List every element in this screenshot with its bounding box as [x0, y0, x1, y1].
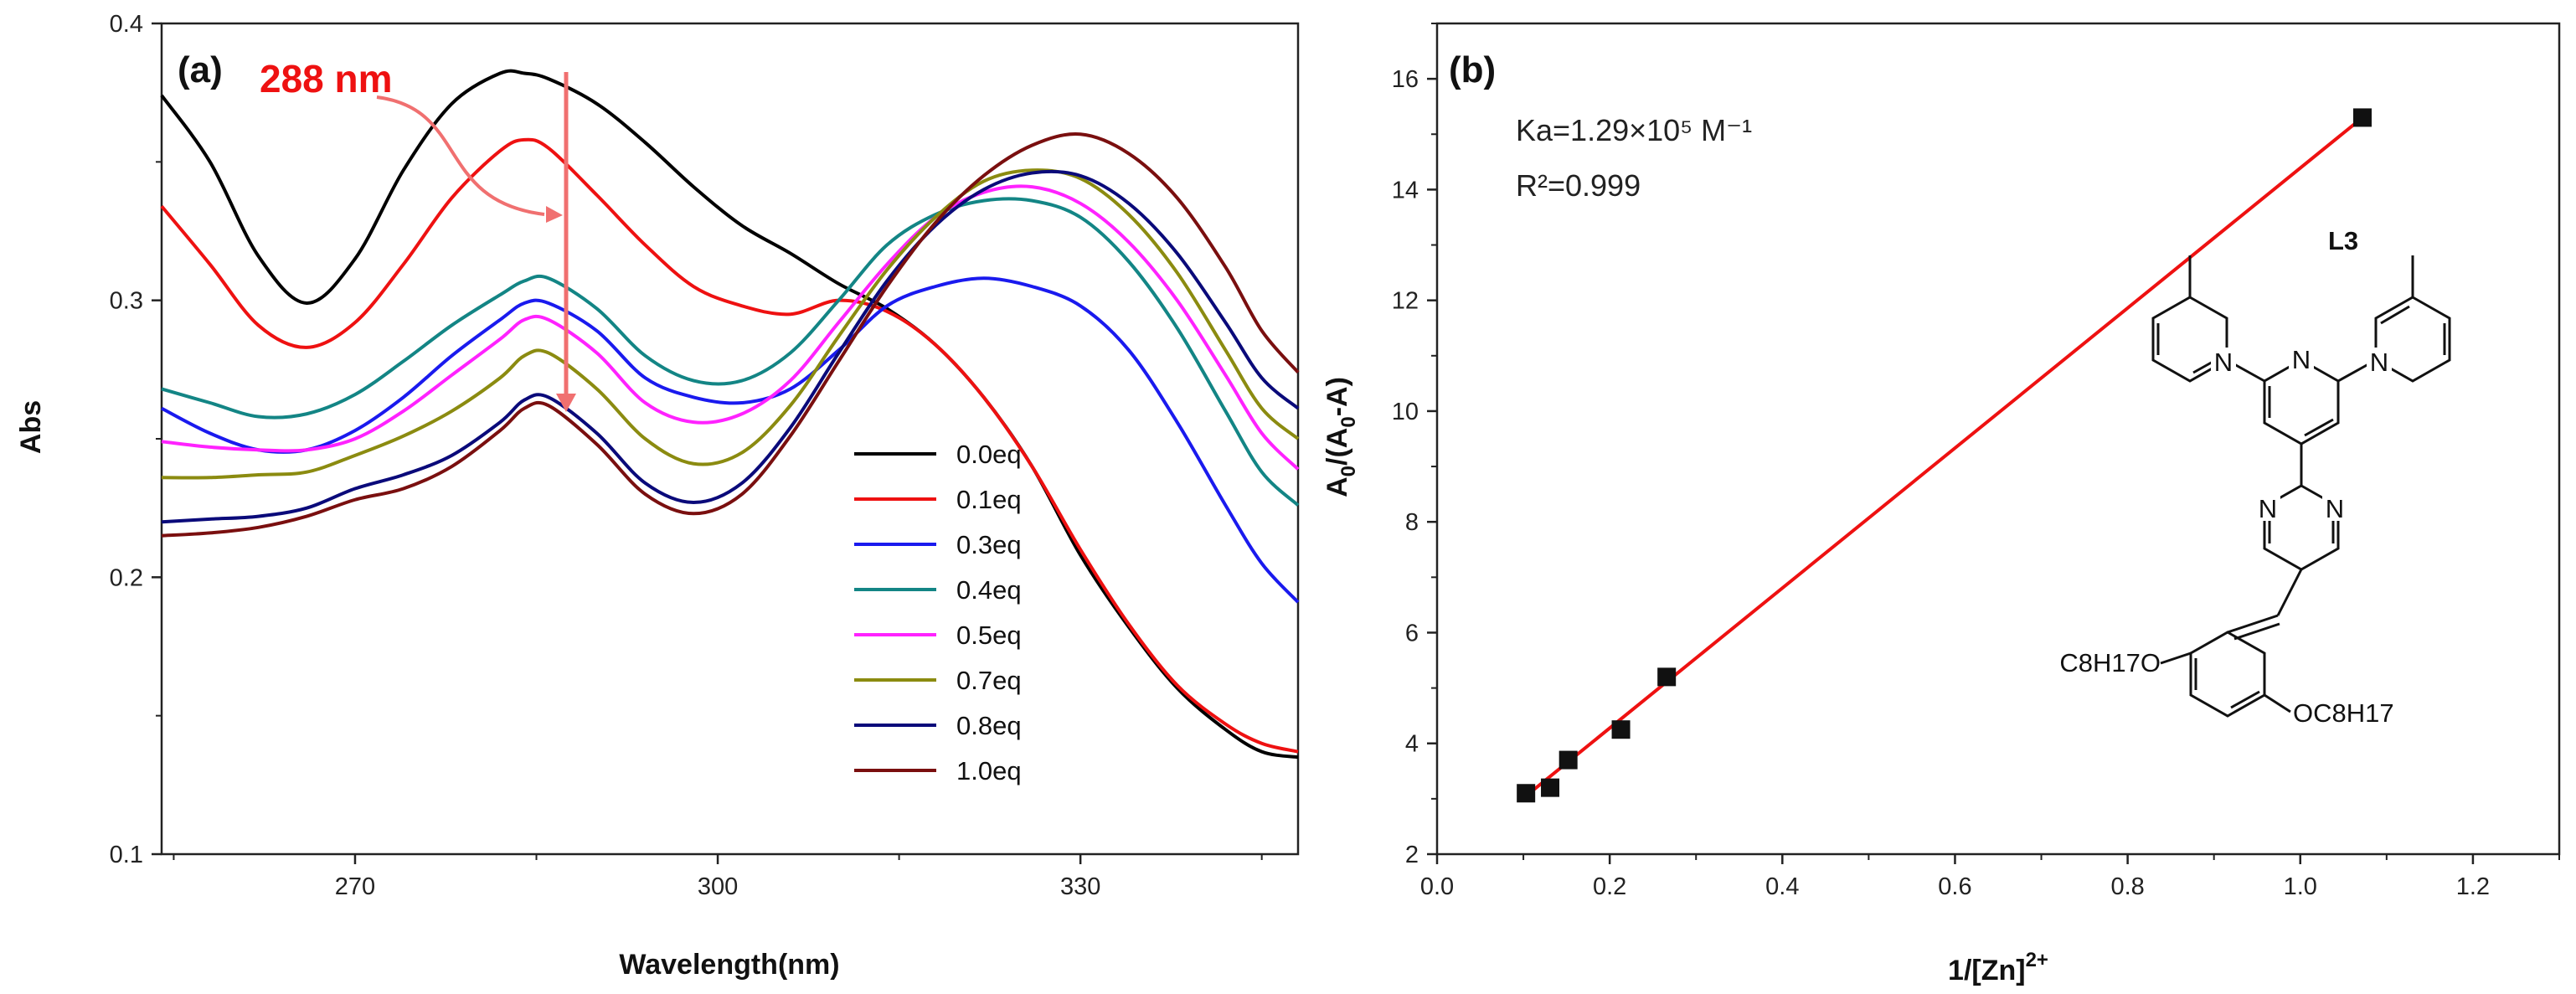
panel-b-x-tick-label: 0.2: [1593, 873, 1626, 900]
panel-b-y-tick-label: 8: [1405, 509, 1419, 536]
panel-b-x-tick-label: 1.2: [2456, 873, 2490, 900]
nitrogen-left: N: [2214, 348, 2233, 377]
panel-b-y-tick-label: 12: [1392, 288, 1419, 315]
data-point-marker: [1657, 667, 1677, 687]
peak-wavelength-annotation: 288 nm: [260, 57, 393, 100]
panel-a-y-tick-label: 0.2: [110, 564, 143, 591]
nitrogen-pyrimidine-right: N: [2326, 494, 2344, 523]
panel-b-y-tick-label: 14: [1392, 177, 1419, 203]
panel-b-x-tick-label: 0.8: [2110, 873, 2144, 900]
data-point-marker: [1558, 750, 1578, 770]
octyloxy-top-label: C8H17O: [2059, 648, 2161, 677]
benzene-ring: [2189, 631, 2266, 718]
binding-constant-label: Ka=1.29×10⁵ M⁻¹: [1516, 113, 1752, 147]
spectrum-line-0-4eq: [161, 197, 1300, 507]
panel-a-plot-frame: [160, 22, 1300, 856]
spectrum-line-0-3eq: [161, 276, 1300, 604]
legend-label: 0.0eq: [956, 440, 1022, 469]
legend-label: 0.7eq: [956, 666, 1022, 695]
nitrogen-right: N: [2370, 348, 2388, 377]
spectrum-line-1-0eq: [161, 132, 1300, 538]
panel-b-y-tick-label: 16: [1392, 66, 1419, 93]
panel-a-axis-ticks: 270 300 330 0.1 0.2 0.3 0.4: [110, 11, 1263, 900]
right-pyridine-ring: [2374, 296, 2451, 383]
panel-b-x-tick-label: 0.6: [1938, 873, 1971, 900]
panel-a-chart: 270 300 330 0.1 0.2 0.3 0.4 (a) 288 nm Wavelen…: [15, 11, 1300, 981]
panel-b-axis-ticks: 0.0 0.2 0.4 0.6 0.8 1.0 1.2 2 4 6 8 10 12 14 16: [1392, 23, 2560, 900]
nitrogen-pyrimidine-left: N: [2259, 494, 2277, 523]
panel-b-x-axis-title: 1/[Zn]2+: [1948, 949, 2048, 986]
spectrum-line-0-1eq: [160, 137, 1299, 754]
ligand-name-label: L3: [2328, 226, 2358, 255]
spectrum-line-0-5eq: [161, 184, 1300, 471]
panel-b-y-tick-label: 10: [1392, 399, 1419, 425]
panel-b-y-axis-title: A0/(A0-A): [1321, 377, 1360, 497]
pointer-arrow-head: [546, 206, 563, 223]
left-pyridine-ring: [2151, 296, 2228, 383]
decrease-arrow-head: [556, 394, 576, 412]
data-point-marker: [1611, 720, 1631, 739]
legend-label: 0.8eq: [956, 711, 1022, 740]
data-point-marker: [1541, 778, 1560, 797]
pointer-arrow-curve: [376, 95, 545, 216]
legend-label: 0.1eq: [956, 485, 1022, 514]
spectrum-line-0-8eq: [161, 169, 1300, 524]
linear-fit-line: [1524, 116, 2364, 798]
panel-b-y-tick-label: 2: [1405, 842, 1419, 868]
data-point-marker: [1517, 784, 1536, 803]
panel-b-y-tick-label: 6: [1405, 620, 1419, 646]
panel-b-plot-frame: [1435, 22, 2561, 856]
panel-b-points-group: [1517, 108, 2372, 803]
panel-b-label: (b): [1449, 49, 1496, 90]
panel-a-y-tick-label: 0.1: [110, 842, 143, 868]
spectrum-line-0-0eq: [160, 69, 1299, 760]
panel-a-x-tick-label: 270: [335, 873, 375, 900]
panel-b-x-tick-label: 0.4: [1765, 873, 1799, 900]
panel-a-y-tick-label: 0.3: [110, 288, 143, 315]
ligand-structure-l3: L3: [2151, 226, 2451, 718]
panel-a-label: (a): [178, 49, 223, 90]
panel-b-x-tick-label: 0.0: [1420, 873, 1454, 900]
data-point-marker: [2352, 108, 2372, 127]
panel-a-legend: 0.0eq 0.1eq 0.3eq 0.4eq 0.5eq 0.7eq 0.8eq 1.0eq: [854, 440, 1022, 785]
panel-b-y-tick-label: 4: [1405, 731, 1419, 758]
nitrogen-central: N: [2292, 345, 2311, 374]
spectrum-line-0-7eq: [161, 168, 1300, 480]
panel-b-x-tick-label: 1.0: [2284, 873, 2317, 900]
r-squared-label: R²=0.999: [1516, 168, 1641, 203]
legend-label: 0.5eq: [956, 621, 1022, 650]
panel-b-chart: 0.0 0.2 0.4 0.6 0.8 1.0 1.2 2 4 6 8 10 12 14 16 (b) Ka…: [1321, 22, 2561, 986]
panel-a-x-tick-label: 300: [698, 873, 738, 900]
legend-label: 1.0eq: [956, 756, 1022, 785]
legend-label: 0.4eq: [956, 575, 1022, 605]
panel-a-y-axis-title: Abs: [15, 400, 47, 454]
octyloxy-bottom-label: OC8H17: [2293, 698, 2394, 728]
panel-a-x-axis-title: Wavelength(nm): [619, 949, 839, 981]
panel-b-fit-group: [1524, 116, 2364, 798]
panel-a-y-tick-label: 0.4: [110, 11, 143, 38]
panel-a-series-group: [160, 69, 1300, 760]
panel-a-x-tick-label: 330: [1060, 873, 1100, 900]
nitrogen-labels: N N N N N: [2211, 345, 2392, 523]
legend-label: 0.3eq: [956, 530, 1022, 559]
